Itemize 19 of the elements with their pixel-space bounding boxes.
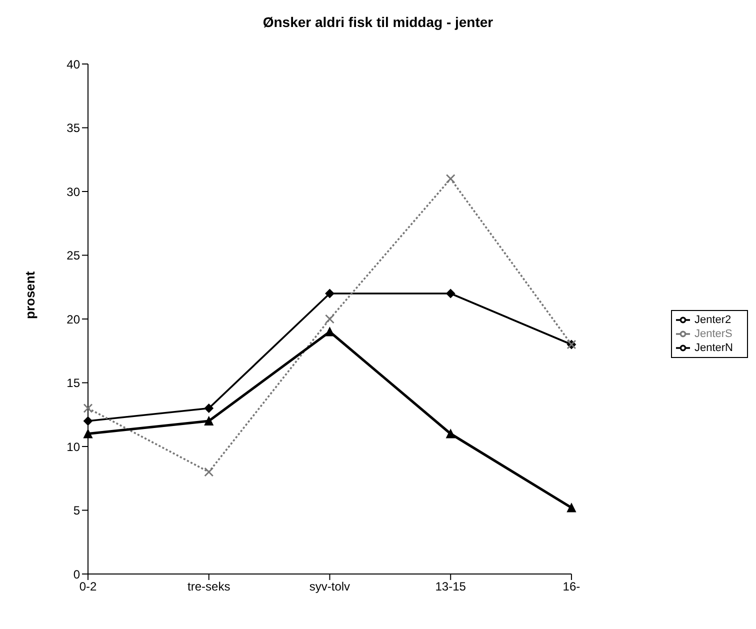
y-tick-label: 25 (66, 248, 80, 263)
y-tick-label: 20 (66, 312, 80, 326)
x-tick-label: tre-seks (188, 580, 230, 594)
y-tick-label: 35 (66, 121, 80, 136)
y-axis-title: prosent (22, 270, 38, 319)
y-tick-label: 15 (66, 376, 80, 390)
y-tick-label: 10 (66, 440, 80, 454)
x-tick-label: syv-tolv (309, 580, 350, 594)
x-tick-label: 16- (562, 580, 580, 594)
legend-label: Jenter2 (694, 314, 732, 326)
x-tick-label: 0-2 (79, 580, 97, 594)
x-tick-label: 13-15 (435, 580, 466, 594)
y-tick-label: 0 (73, 567, 80, 582)
y-tick-label: 30 (66, 184, 80, 199)
legend-label: JenterN (694, 342, 733, 354)
chart-title: Ønsker aldri fisk til middag - jenter (262, 14, 494, 32)
legend-label: JenterS (694, 328, 732, 340)
y-tick-label: 5 (73, 504, 80, 518)
y-tick-label: 40 (66, 57, 80, 72)
